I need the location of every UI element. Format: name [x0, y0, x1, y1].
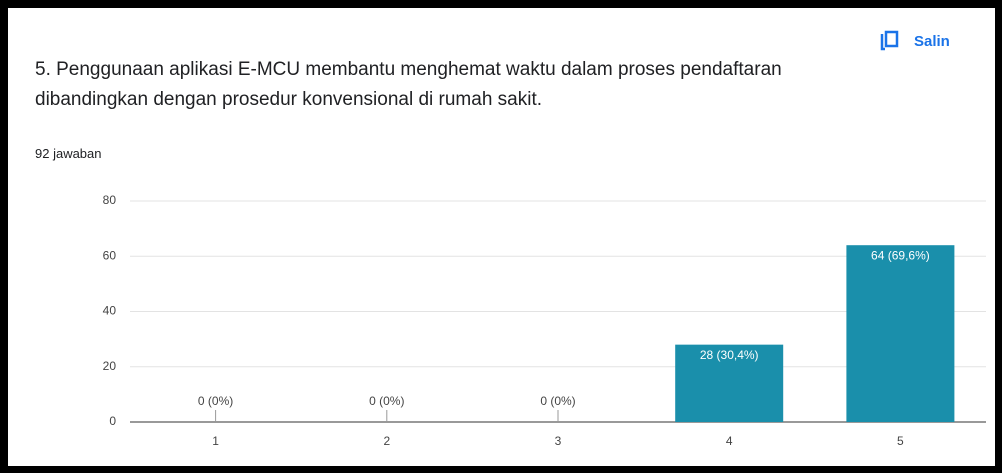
- x-tick-label: 5: [897, 434, 904, 448]
- question-title: 5. Penggunaan aplikasi E-MCU membantu me…: [35, 59, 782, 110]
- bar: [675, 344, 784, 422]
- value-label: 28 (30,4%): [700, 348, 759, 362]
- value-label: 0 (0%): [540, 394, 575, 408]
- y-tick-label: 0: [109, 414, 116, 428]
- response-count: 92 jawaban: [35, 146, 102, 161]
- bar: [846, 245, 955, 422]
- copy-button[interactable]: Salin: [878, 30, 950, 52]
- y-tick-label: 40: [103, 304, 117, 318]
- x-tick-label: 1: [212, 434, 219, 448]
- x-tick-label: 2: [383, 434, 390, 448]
- x-tick-label: 4: [726, 434, 733, 448]
- x-tick-label: 3: [555, 434, 562, 448]
- value-label: 0 (0%): [369, 394, 404, 408]
- y-tick-label: 60: [103, 248, 117, 262]
- y-tick-label: 20: [103, 359, 117, 373]
- copy-icon: [880, 30, 899, 51]
- y-tick-label: 80: [103, 193, 117, 207]
- copy-label[interactable]: Salin: [914, 32, 950, 50]
- chart: 0 20 40 60 80 1 0 (0%) 2 0 (0%) 3 0 (0%) 4 28 (30,4%…: [103, 193, 986, 448]
- value-label: 64 (69,6%): [871, 248, 930, 262]
- value-label: 0 (0%): [198, 394, 233, 408]
